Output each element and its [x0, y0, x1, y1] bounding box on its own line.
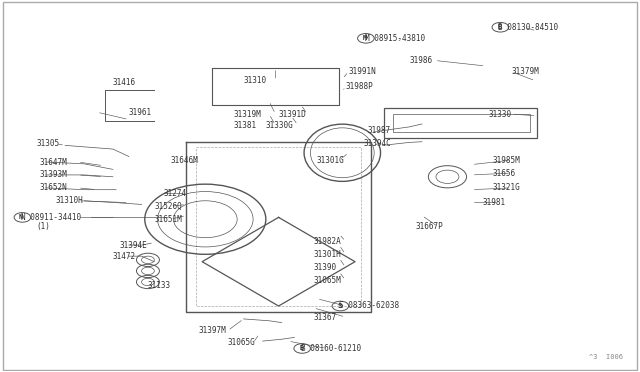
Text: 31133: 31133	[148, 281, 171, 290]
Text: 31330G: 31330G	[266, 121, 294, 129]
Text: B: B	[300, 346, 303, 352]
Text: 31310: 31310	[244, 76, 267, 85]
Text: 31416: 31416	[113, 78, 136, 87]
Text: B 08130-84510: B 08130-84510	[499, 23, 559, 32]
Text: 31390: 31390	[314, 263, 337, 272]
Text: 31394E: 31394E	[119, 241, 147, 250]
Text: 31367: 31367	[314, 312, 337, 321]
Text: 31526Q: 31526Q	[154, 202, 182, 211]
Text: 31667P: 31667P	[415, 222, 444, 231]
Text: M: M	[363, 35, 367, 41]
Text: 31981: 31981	[483, 198, 506, 207]
Text: 31991N: 31991N	[349, 67, 376, 76]
Text: 31394C: 31394C	[364, 139, 391, 148]
Text: N 08911-34410: N 08911-34410	[20, 213, 81, 222]
Text: 31310H: 31310H	[56, 196, 83, 205]
Text: 31301G: 31301G	[317, 155, 344, 165]
Text: 31652N: 31652N	[40, 183, 67, 192]
Text: 31472: 31472	[113, 251, 136, 261]
Text: M 08915-43810: M 08915-43810	[365, 34, 425, 43]
Text: 31987: 31987	[368, 126, 391, 135]
Text: 31988P: 31988P	[346, 82, 373, 91]
Text: 31986: 31986	[409, 56, 433, 65]
Text: 31397M: 31397M	[199, 326, 227, 335]
Text: 31381: 31381	[234, 121, 257, 129]
Text: 31985M: 31985M	[492, 155, 520, 165]
Text: 31982A: 31982A	[314, 237, 341, 246]
Text: B 08160-61210: B 08160-61210	[301, 344, 361, 353]
Text: S 08363-62038: S 08363-62038	[339, 301, 399, 311]
Text: 31646M: 31646M	[170, 155, 198, 165]
Text: 31330: 31330	[489, 109, 512, 119]
Text: 31651M: 31651M	[154, 215, 182, 224]
Text: 31301H: 31301H	[314, 250, 341, 259]
Text: 31305: 31305	[36, 139, 60, 148]
Text: 31393M: 31393M	[40, 170, 67, 179]
Text: 31065G: 31065G	[228, 339, 255, 347]
Text: 31321G: 31321G	[492, 183, 520, 192]
Text: 31961: 31961	[129, 108, 152, 117]
Text: 31647M: 31647M	[40, 157, 67, 167]
Text: 31379M: 31379M	[511, 67, 539, 76]
Text: N: N	[19, 214, 23, 220]
Text: 31656: 31656	[492, 169, 515, 177]
Text: (1): (1)	[36, 222, 51, 231]
Text: 31274: 31274	[164, 189, 187, 198]
Text: S: S	[338, 303, 342, 309]
Text: 31391D: 31391D	[278, 109, 307, 119]
Text: 31065M: 31065M	[314, 276, 341, 285]
Text: B: B	[497, 24, 502, 30]
Text: 31319M: 31319M	[234, 109, 262, 119]
Text: ^3  I006: ^3 I006	[589, 354, 623, 360]
